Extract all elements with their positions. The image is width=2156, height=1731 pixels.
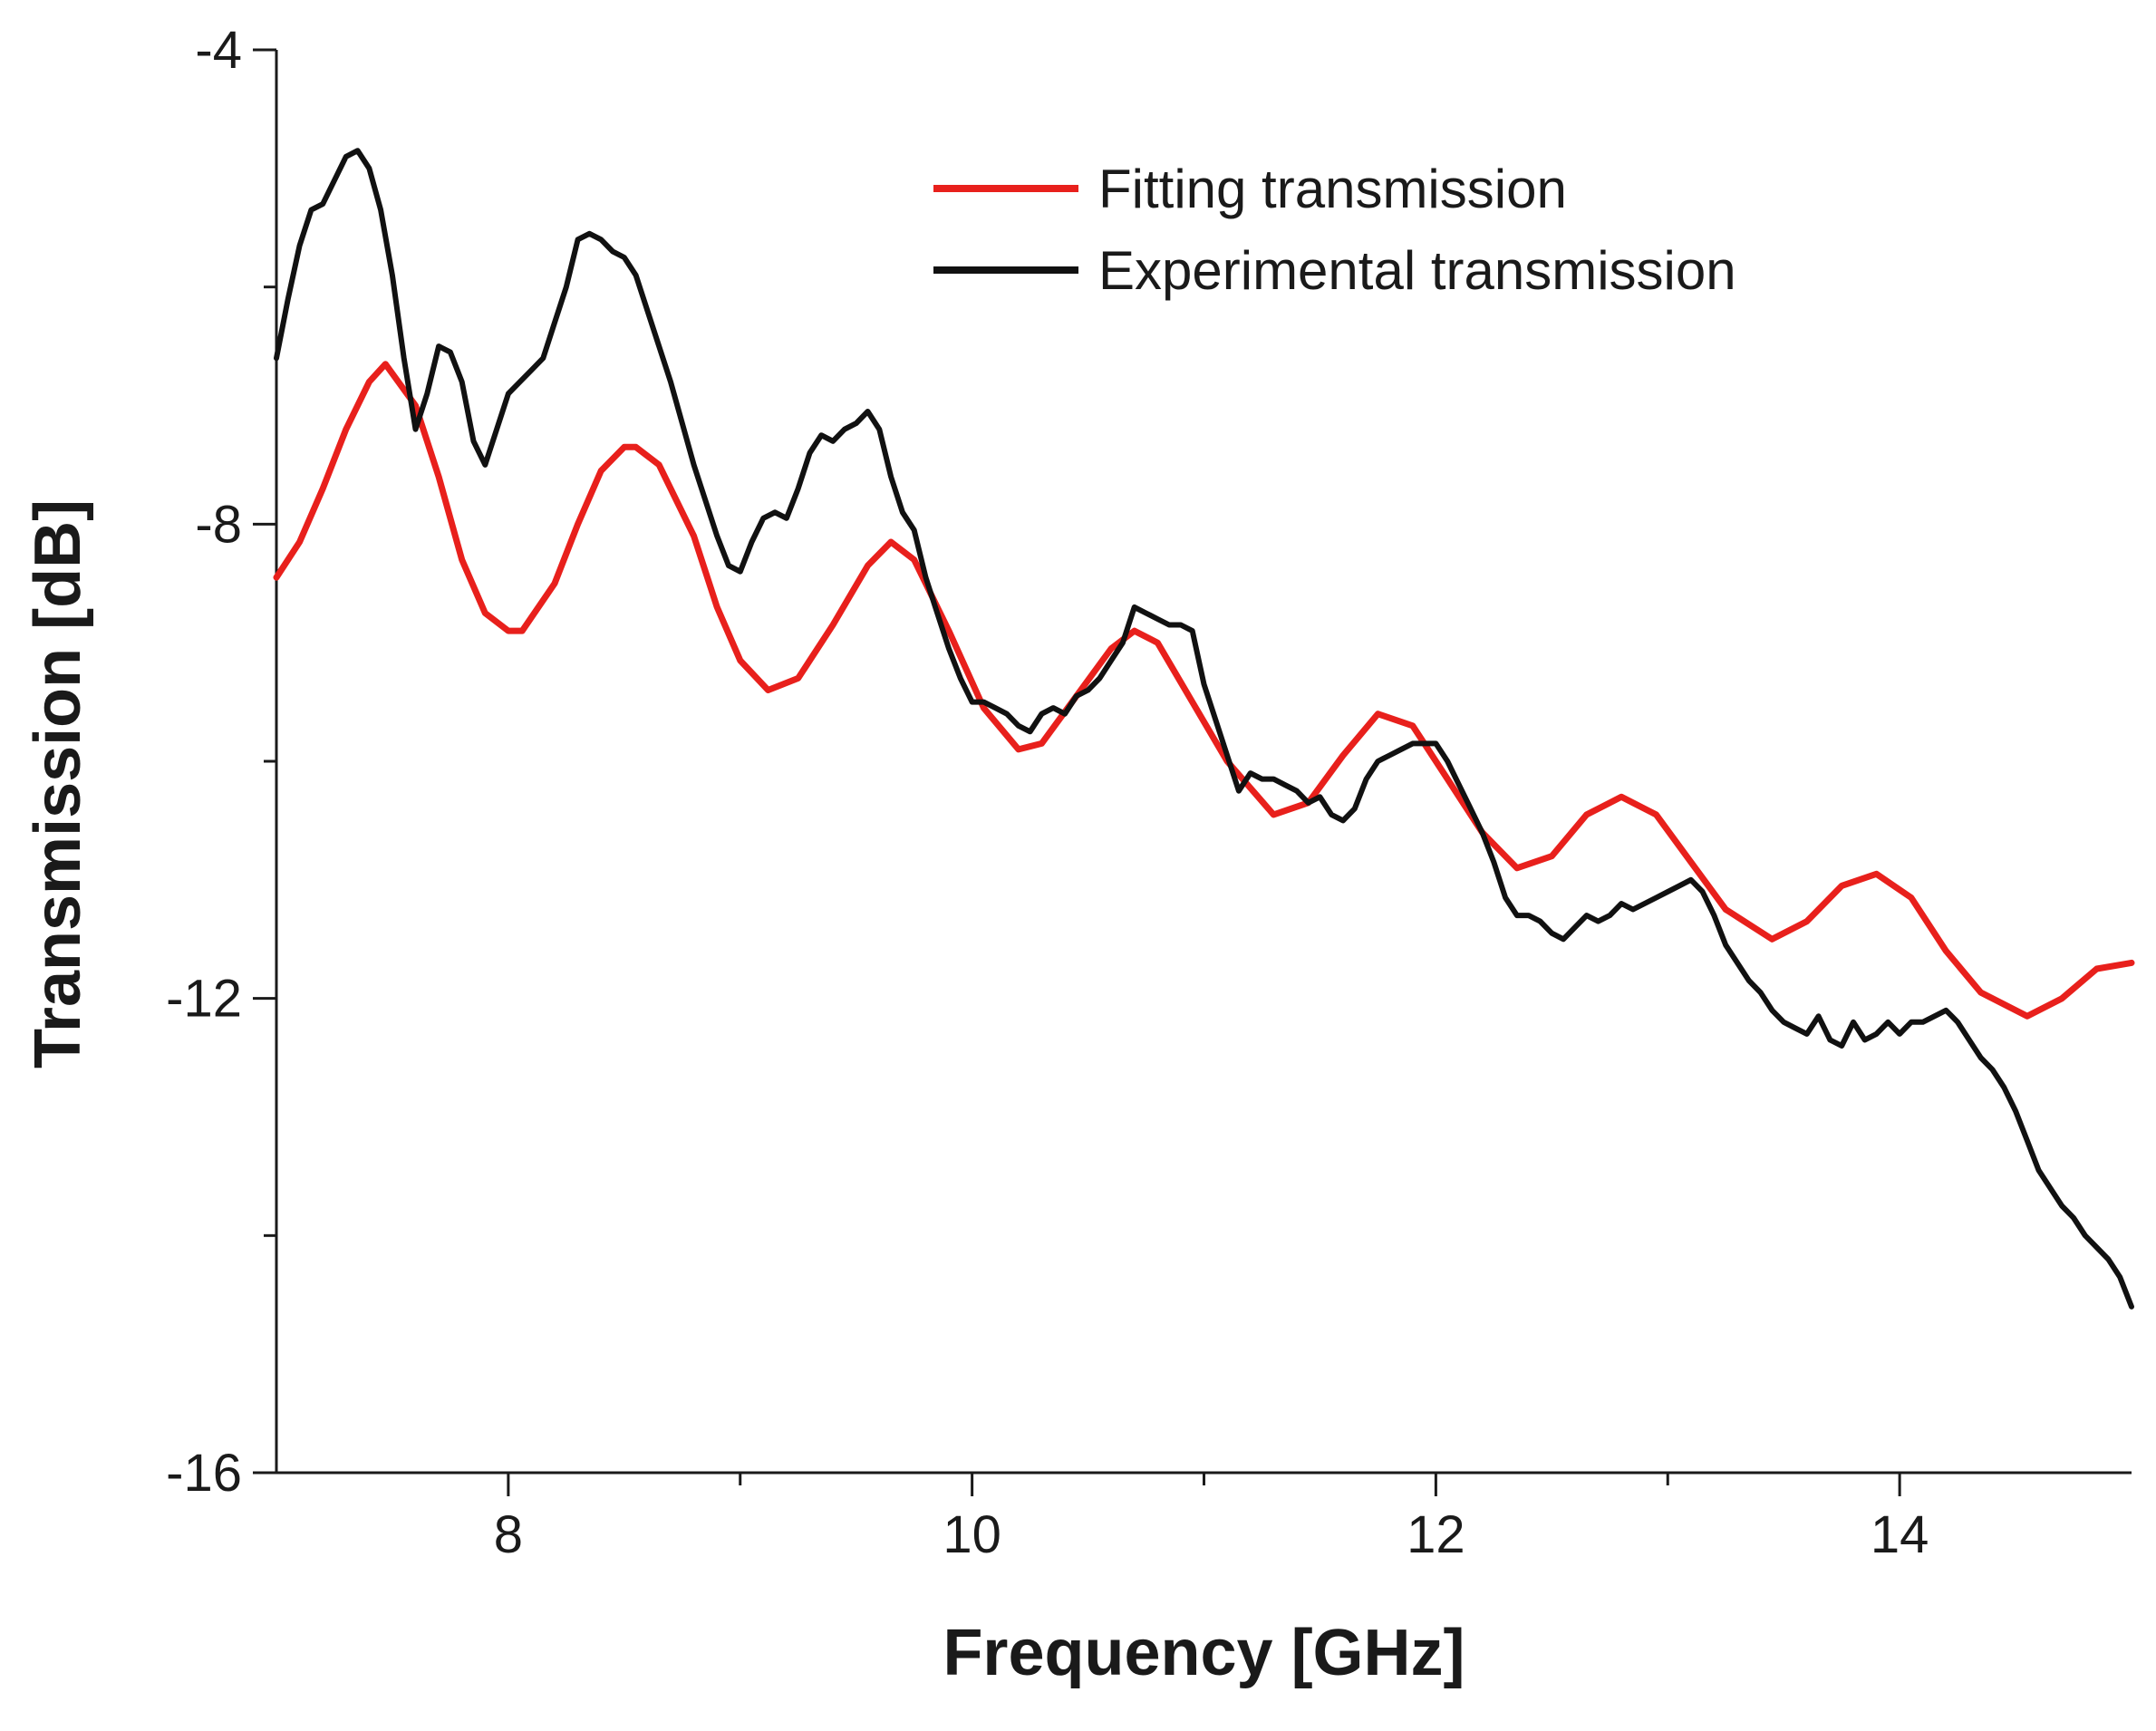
x-axis-title: Frequency [GHz] xyxy=(943,1617,1465,1689)
x-tick-label: 10 xyxy=(943,1505,1001,1564)
legend: Fitting transmission Experimental transmi… xyxy=(933,159,1736,301)
legend-label-experimental: Experimental transmission xyxy=(1098,240,1736,301)
x-tick-label: 14 xyxy=(1871,1505,1929,1564)
series-line-experimental xyxy=(274,148,2134,1310)
y-axis-title: Transmission [dB] xyxy=(22,499,94,1069)
y-tick-label: -4 xyxy=(195,21,242,80)
y-tick-label: -16 xyxy=(166,1444,242,1503)
legend-label-fitting: Fitting transmission xyxy=(1098,159,1567,219)
x-tick-label: 8 xyxy=(494,1505,523,1564)
y-tick-label: -12 xyxy=(166,970,242,1029)
series-line-fitting xyxy=(273,361,2135,1020)
axes: 8 10 12 14 -4 -8 -12 -16 xyxy=(166,21,2132,1564)
series-layer xyxy=(273,148,2135,1310)
y-tick-label: -8 xyxy=(195,495,242,554)
x-tick-label: 12 xyxy=(1407,1505,1465,1564)
